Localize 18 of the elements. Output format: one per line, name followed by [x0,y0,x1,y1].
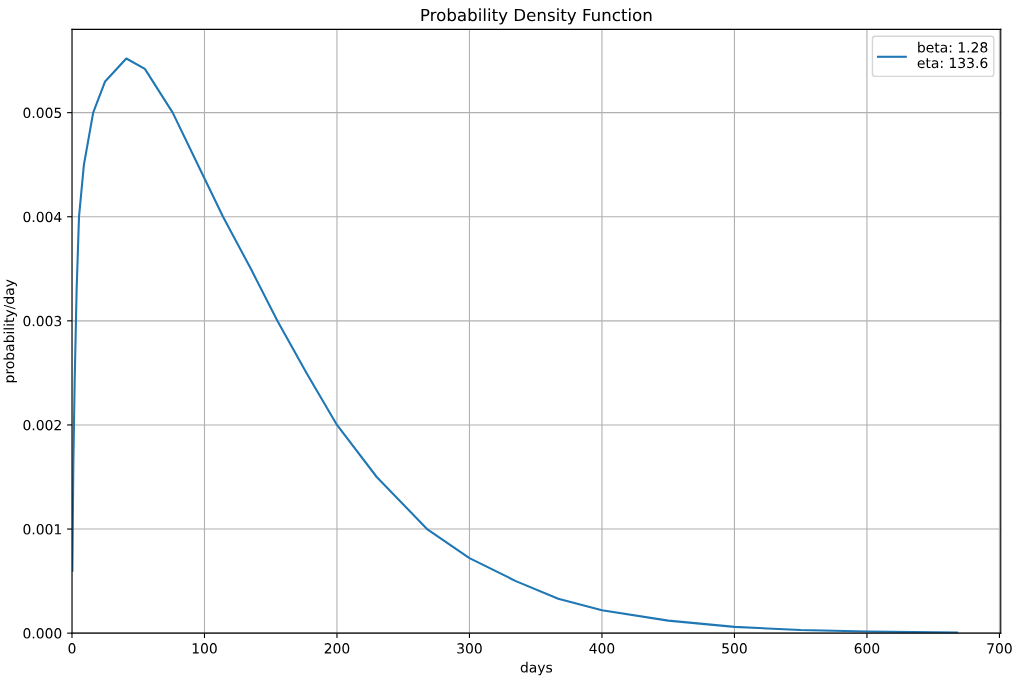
x-tick-label: 300 [457,643,482,654]
y-tick-label: 0.002 [23,419,61,431]
x-tick-label: 600 [854,643,880,654]
y-tick-label: 0.003 [23,315,62,327]
chart-title: Probability Density Function [421,8,652,25]
x-axis-title: days [520,661,553,676]
x-tick-label: 400 [589,643,615,654]
x-tick-label: 500 [722,643,747,654]
legend-label: beta: 1.28 eta: 133.6 [917,41,988,69]
y-axis-title: probability/day [3,279,17,383]
x-tick-label: 200 [324,643,350,654]
y-tick-label: 0.004 [23,211,62,223]
x-tick-label: 700 [987,643,1012,654]
x-tick-label: 100 [192,643,217,654]
x-tick-label: 0 [68,643,76,654]
y-tick-label: 0.005 [23,107,62,119]
y-tick-label: 0.000 [23,628,62,639]
y-tick-label: 0.001 [23,524,61,535]
